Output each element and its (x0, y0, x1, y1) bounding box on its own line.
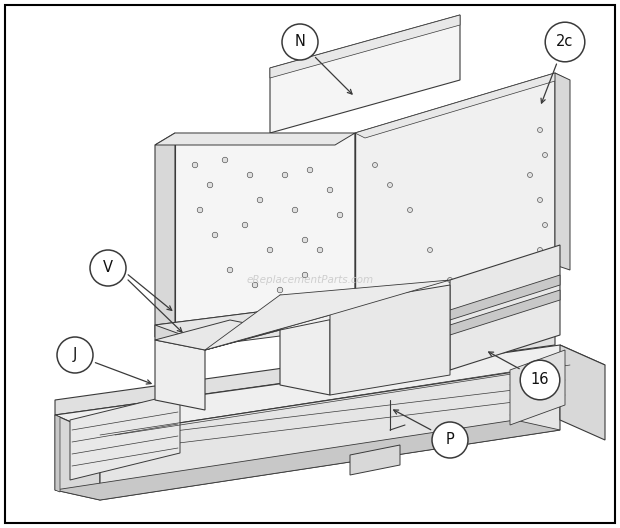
Text: J: J (73, 347, 77, 363)
Polygon shape (55, 420, 560, 500)
Circle shape (57, 337, 93, 373)
Polygon shape (55, 415, 60, 492)
Circle shape (428, 248, 433, 252)
Circle shape (212, 232, 218, 238)
Polygon shape (555, 73, 570, 270)
Polygon shape (55, 415, 100, 500)
Text: P: P (446, 432, 454, 448)
Text: N: N (294, 34, 306, 50)
Circle shape (252, 282, 258, 288)
Polygon shape (155, 280, 560, 345)
Text: 16: 16 (531, 372, 549, 388)
Circle shape (267, 247, 273, 253)
Polygon shape (100, 365, 560, 500)
Circle shape (227, 267, 232, 273)
Text: eReplacementParts.com: eReplacementParts.com (246, 275, 374, 285)
Circle shape (222, 157, 228, 163)
Polygon shape (510, 350, 565, 425)
Polygon shape (450, 275, 560, 320)
Circle shape (355, 464, 361, 470)
Circle shape (373, 163, 378, 167)
Circle shape (282, 172, 288, 178)
Polygon shape (155, 280, 510, 340)
Text: 2c: 2c (556, 34, 574, 50)
Circle shape (327, 187, 333, 193)
Polygon shape (55, 330, 555, 415)
Polygon shape (155, 320, 280, 350)
Circle shape (542, 153, 547, 157)
Polygon shape (560, 345, 605, 440)
Polygon shape (280, 295, 330, 395)
Circle shape (432, 422, 468, 458)
Circle shape (538, 248, 542, 252)
Circle shape (90, 250, 126, 286)
Polygon shape (270, 15, 460, 133)
Circle shape (197, 207, 203, 213)
Circle shape (545, 22, 585, 62)
Circle shape (277, 287, 283, 293)
Circle shape (317, 247, 323, 253)
Polygon shape (155, 133, 175, 337)
Text: V: V (103, 260, 113, 276)
Circle shape (242, 222, 248, 228)
Circle shape (407, 208, 412, 212)
Polygon shape (270, 15, 460, 78)
Circle shape (337, 212, 343, 218)
Polygon shape (355, 73, 565, 138)
Polygon shape (450, 290, 560, 335)
Polygon shape (330, 285, 450, 395)
Polygon shape (450, 245, 560, 370)
Circle shape (257, 197, 263, 203)
Polygon shape (355, 73, 555, 325)
Polygon shape (205, 295, 450, 350)
Circle shape (247, 172, 253, 178)
Polygon shape (155, 133, 355, 145)
Circle shape (307, 167, 313, 173)
Circle shape (538, 197, 542, 203)
Circle shape (448, 278, 453, 282)
Circle shape (207, 182, 213, 188)
Polygon shape (55, 345, 605, 435)
Circle shape (528, 173, 533, 177)
Circle shape (542, 222, 547, 228)
Circle shape (388, 183, 392, 187)
Polygon shape (205, 280, 450, 350)
Polygon shape (350, 445, 400, 475)
Circle shape (282, 24, 318, 60)
Polygon shape (175, 133, 355, 325)
Circle shape (467, 297, 472, 303)
Polygon shape (155, 340, 205, 410)
Circle shape (292, 207, 298, 213)
Circle shape (302, 237, 308, 243)
Circle shape (302, 272, 308, 278)
Circle shape (538, 127, 542, 133)
Polygon shape (70, 393, 180, 480)
Circle shape (192, 162, 198, 168)
Circle shape (520, 360, 560, 400)
Circle shape (386, 456, 394, 463)
